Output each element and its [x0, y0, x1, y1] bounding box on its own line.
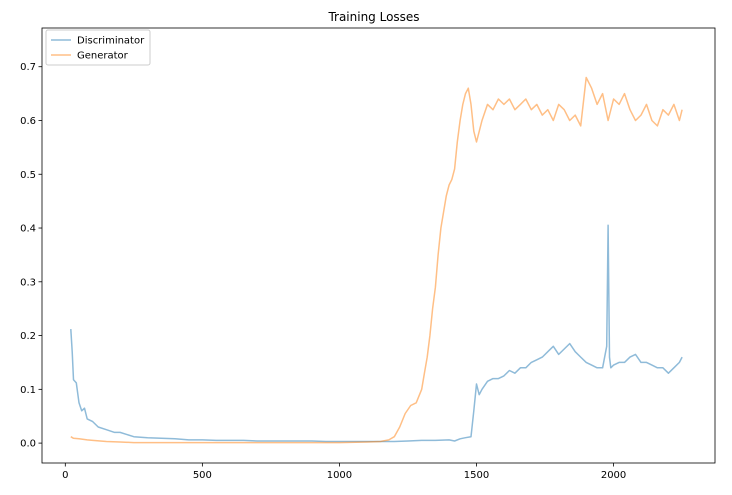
y-tick-label: 0.6: [20, 116, 36, 127]
x-tick-label: 500: [193, 470, 212, 481]
legend-label-discriminator: Discriminator: [77, 36, 145, 47]
series-line-discriminator: [70, 224, 683, 443]
legend: Discriminator Generator: [45, 29, 151, 66]
series-layer: [70, 76, 683, 444]
x-tick-label: 0: [62, 470, 68, 481]
x-tick-label: 1500: [464, 470, 489, 481]
axes-layer: 0 500 1000 1500 2000 0.0 0.1 0.2 0.3 0.4 0.5 0.6 0.7: [20, 27, 716, 481]
chart-title: Training Losses: [327, 10, 419, 24]
y-tick-label: 0.7: [20, 62, 36, 73]
legend-box: [45, 29, 151, 66]
y-tick-label: 0.4: [20, 224, 36, 235]
y-tick-label: 0.2: [20, 331, 36, 342]
plot-frame: [41, 27, 716, 464]
legend-label-generator: Generator: [77, 51, 129, 62]
series-line-generator: [70, 76, 683, 444]
x-tick-label: 2000: [601, 470, 626, 481]
y-tick-label: 0.1: [20, 385, 36, 396]
y-tick-label: 0.5: [20, 170, 36, 181]
x-tick-label: 1000: [327, 470, 352, 481]
y-tick-label: 0.0: [20, 439, 36, 450]
y-tick-label: 0.3: [20, 277, 36, 288]
